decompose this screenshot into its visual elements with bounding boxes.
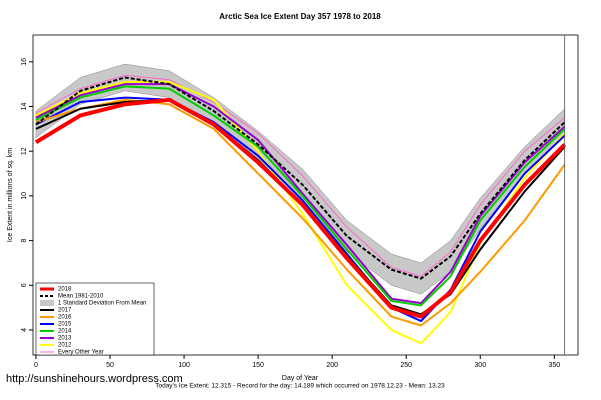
legend-label: 2014 [58, 329, 72, 335]
chart-title: Arctic Sea Ice Extent Day 357 1978 to 20… [219, 12, 381, 21]
series-line [35, 85, 566, 307]
legend-label: 2017 [58, 308, 72, 314]
series-line [35, 76, 566, 280]
legend-label: 1 Standard Deviation From Mean [58, 301, 146, 307]
legend-label: Every Other Year [58, 350, 104, 356]
legend-label: 2012 [58, 343, 72, 349]
series-line [35, 96, 566, 323]
watermark: http://sunshinehours.wordpress.com [6, 373, 183, 385]
y-tick-label: 16 [21, 58, 28, 66]
x-tick-label: 100 [178, 362, 190, 369]
legend-swatch [40, 300, 54, 306]
x-axis-label: Day of Year [282, 375, 319, 382]
y-tick-label: 8 [21, 239, 28, 243]
legend-label: Mean 1981-2010 [58, 294, 104, 300]
series-line [35, 74, 565, 277]
x-tick-label: 250 [400, 362, 412, 369]
y-tick-label: 4 [21, 328, 28, 332]
x-tick-label: 150 [252, 362, 264, 369]
x-tick-label: 50 [106, 362, 114, 369]
plot-frame [32, 34, 579, 356]
series-line [35, 98, 566, 327]
x-tick-label: 300 [474, 362, 486, 369]
legend-label: 2013 [58, 336, 72, 342]
legend-box [35, 282, 155, 356]
x-tick-label: 350 [548, 362, 560, 369]
x-tick-label: 200 [326, 362, 338, 369]
x-tick-label: 0 [34, 362, 38, 369]
y-tick-label: 10 [21, 192, 28, 200]
series-line [35, 80, 566, 345]
series-line [34, 97, 567, 319]
series-line [35, 83, 566, 305]
footer: Today's Ice Extent: 12.315 - Record for … [155, 383, 445, 390]
legend-label: 2016 [58, 315, 72, 321]
legend-label: 2018 [58, 287, 72, 293]
y-tick-label: 12 [21, 147, 28, 155]
y-tick-label: 14 [21, 103, 28, 111]
y-tick-label: 6 [21, 283, 28, 287]
y-axis-label: Ice Extent in millions of sq. km [7, 148, 14, 242]
legend-label: 2015 [58, 322, 72, 328]
